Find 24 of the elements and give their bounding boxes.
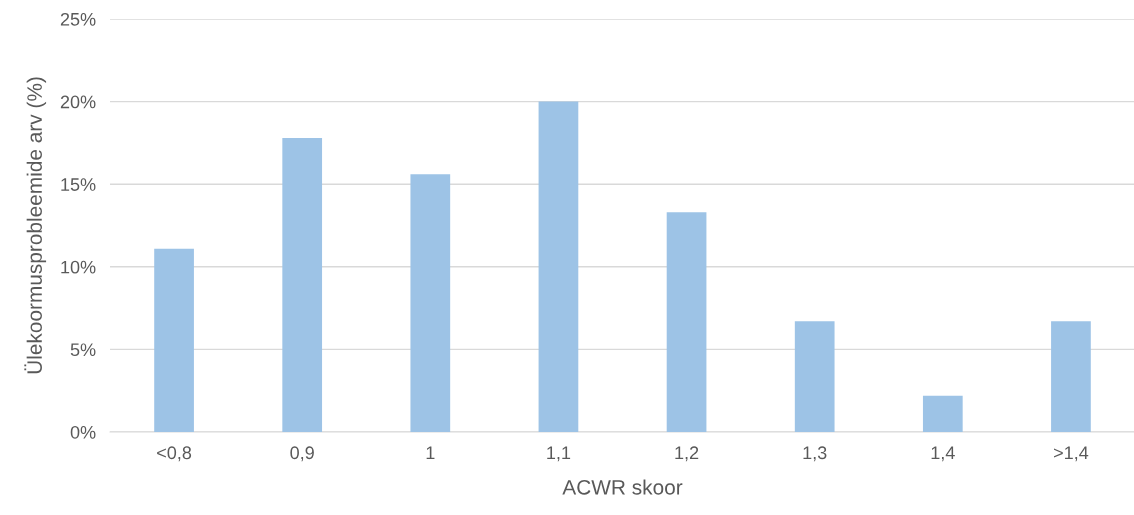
bar [538, 101, 579, 432]
x-tick-label: 1,1 [547, 446, 571, 462]
y-axis-title: Ülekoormusprobleemide arv (%) [24, 77, 47, 374]
x-axis-title: ACWR skoor [562, 479, 683, 495]
x-tick-label: 1,2 [675, 446, 699, 462]
bar [154, 248, 194, 432]
bar [666, 212, 707, 432]
y-tick-label: 5% [70, 343, 96, 357]
x-tick-label: 1,3 [803, 446, 827, 462]
x-tick-label: 1,4 [931, 446, 955, 462]
x-tick-label: >1,4 [1054, 446, 1089, 462]
bar [1051, 321, 1091, 432]
y-tick-label: 10% [61, 260, 96, 274]
y-tick-label: 0% [70, 425, 96, 439]
x-tick-label: 1 [426, 446, 435, 459]
y-tick-label: 25% [60, 12, 96, 26]
bar [922, 395, 963, 432]
y-tick-label: 15% [61, 178, 96, 191]
x-tick-label: 0,9 [290, 446, 314, 462]
bar [410, 174, 451, 432]
y-tick-label: 20% [60, 95, 96, 109]
x-tick-label: <0,8 [157, 446, 192, 462]
bar [794, 321, 835, 432]
bar [282, 137, 323, 432]
